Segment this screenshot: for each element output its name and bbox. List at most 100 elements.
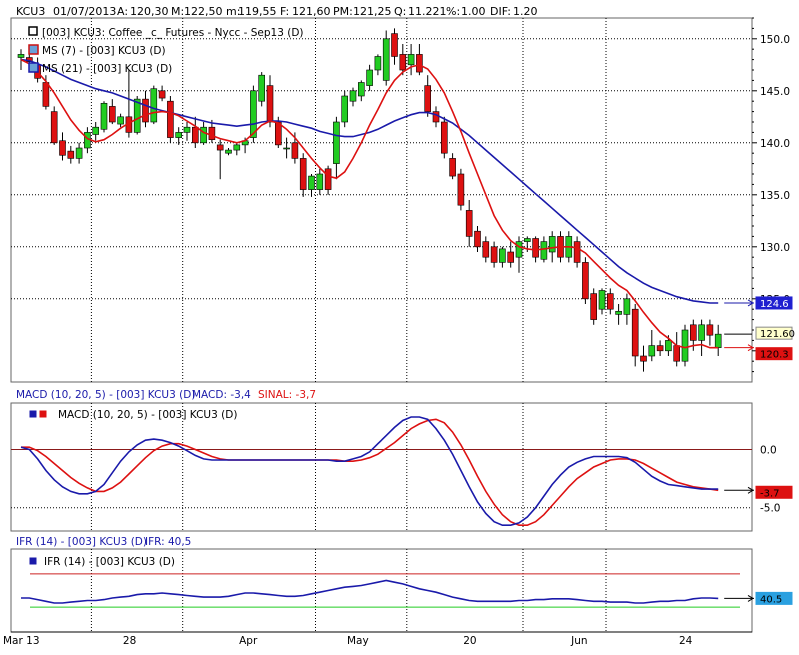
x-tick-label: Jun xyxy=(570,635,587,647)
candle-up xyxy=(200,126,207,144)
candle-up xyxy=(665,340,672,352)
candle-down xyxy=(449,158,456,177)
candle-down xyxy=(192,126,199,144)
candle-down xyxy=(158,90,166,99)
candle-down xyxy=(474,230,481,248)
candle-down xyxy=(432,111,440,123)
close-tag: 121.60 xyxy=(760,329,795,340)
header-f-label: F: xyxy=(280,5,289,18)
candle-up xyxy=(17,54,25,58)
header-min-label: m: xyxy=(226,5,240,18)
y-tick-label: 150.0 xyxy=(760,34,790,46)
candle-down xyxy=(42,82,50,107)
ifr-line xyxy=(21,579,719,604)
instrument-legend-icon[interactable] xyxy=(28,26,38,36)
y-tick-label: 145.0 xyxy=(760,86,790,98)
ifr-tag: 40.5 xyxy=(760,594,782,605)
candle-down xyxy=(532,238,539,258)
macd-y-tick-label: 0.0 xyxy=(760,445,777,457)
candle-up xyxy=(316,173,324,190)
macd-value: MACD: -3,4 xyxy=(192,389,251,401)
price-tags: 124.6 121.60 120.3 xyxy=(724,296,795,361)
candle-up xyxy=(357,82,365,97)
candle-down xyxy=(590,293,598,320)
candle-down xyxy=(299,158,307,190)
candle-up xyxy=(233,144,241,151)
ifr-lines xyxy=(21,579,719,604)
candle-down xyxy=(673,345,681,362)
macd-header: MACD (10, 20, 5) - [003] KCU3 (D) MACD: … xyxy=(16,389,316,401)
candle-down xyxy=(482,241,490,258)
candle-up xyxy=(407,54,415,66)
x-tick-label: 24 xyxy=(679,635,693,647)
signal-line xyxy=(21,418,719,526)
header-symbol: KCU3 xyxy=(16,5,45,18)
y-tick-label: 130.0 xyxy=(760,242,790,254)
y-tick-label: 140.0 xyxy=(760,138,790,150)
macd-y-tick-label: -5.0 xyxy=(760,503,781,515)
ifr-legend: IFR (14) - [003] KCU3 (D) xyxy=(28,556,175,568)
price-grid xyxy=(11,18,752,382)
ifr-title: IFR (14) - [003] KCU3 (D) xyxy=(16,536,147,548)
header-date: 01/07/2013 xyxy=(53,5,116,18)
header-f-value: 121,60 xyxy=(292,5,331,18)
macd-legend: MACD (10, 20, 5) - [003] KCU3 (D) xyxy=(28,409,237,421)
ms21-line xyxy=(20,58,719,304)
candle-down xyxy=(656,345,664,352)
signal-legend-icon[interactable] xyxy=(38,409,48,419)
ms21-legend: MS (21) - [003] KCU3 (D) xyxy=(42,63,172,75)
ms7-line xyxy=(20,58,719,349)
candle-up xyxy=(548,236,556,253)
header-pct-label: %: xyxy=(446,5,460,18)
ms7-marker-arrow xyxy=(747,344,754,352)
candle-up xyxy=(75,147,83,159)
candle-up xyxy=(258,74,266,102)
candle-up xyxy=(92,126,99,135)
header-a-value: 120,30 xyxy=(130,5,169,18)
candle-up xyxy=(225,149,232,154)
candle-up xyxy=(349,90,357,102)
ms21-marker-arrow xyxy=(747,299,754,307)
ms7-tag: 120.3 xyxy=(760,350,789,361)
candle-up xyxy=(250,90,257,138)
candle-down xyxy=(167,100,174,138)
candle-up xyxy=(283,147,290,150)
price-panel[interactable] xyxy=(10,17,753,383)
candle-down xyxy=(50,111,58,144)
candle-up xyxy=(374,56,382,71)
ifr-panel[interactable] xyxy=(10,548,753,633)
candle-down xyxy=(573,241,581,263)
candle-down xyxy=(324,168,332,190)
signal-tag: -3.7 xyxy=(760,488,780,499)
y-tick-label: 135.0 xyxy=(760,190,790,202)
header-min-value: 119,55 xyxy=(238,5,277,18)
main-legend: [003] KCU3: Coffee _c_ Futures - Nycc - … xyxy=(28,26,304,75)
candle-up xyxy=(175,132,182,138)
candle-down xyxy=(142,98,149,123)
ms7-legend: MS (7) - [003] KCU3 (D) xyxy=(42,45,166,57)
ms21-tag-box xyxy=(755,296,793,310)
macd-legend-icon[interactable] xyxy=(28,409,38,419)
x-tick-label: 20 xyxy=(463,635,476,647)
signal-tag-box xyxy=(755,485,793,499)
ms21-legend-icon[interactable] xyxy=(28,62,39,73)
ifr-value: IFR: 40,5 xyxy=(145,536,191,548)
macd-panel[interactable] xyxy=(10,402,753,532)
candle-up xyxy=(523,238,531,242)
macd-marker-arrow xyxy=(747,486,754,494)
macd-legend-text: MACD (10, 20, 5) - [003] KCU3 (D) xyxy=(58,409,237,421)
candle-up xyxy=(648,345,656,357)
ifr-legend-icon[interactable] xyxy=(28,556,38,566)
ms7-legend-icon[interactable] xyxy=(28,44,39,55)
header-q-value: 11.221 xyxy=(408,5,447,18)
ifr-tag-box xyxy=(755,591,793,605)
macd-lines xyxy=(20,416,719,526)
instrument-legend: [003] KCU3: Coffee _c_ Futures - Nycc - … xyxy=(42,27,304,39)
x-tick-label: 28 xyxy=(123,635,136,647)
candle-down xyxy=(440,121,448,154)
candle-up xyxy=(183,126,191,133)
macd-grid: 0.0 -5.0 xyxy=(11,403,781,531)
candle-down xyxy=(266,85,274,123)
candle-up xyxy=(333,121,340,164)
candle-down xyxy=(582,262,589,300)
